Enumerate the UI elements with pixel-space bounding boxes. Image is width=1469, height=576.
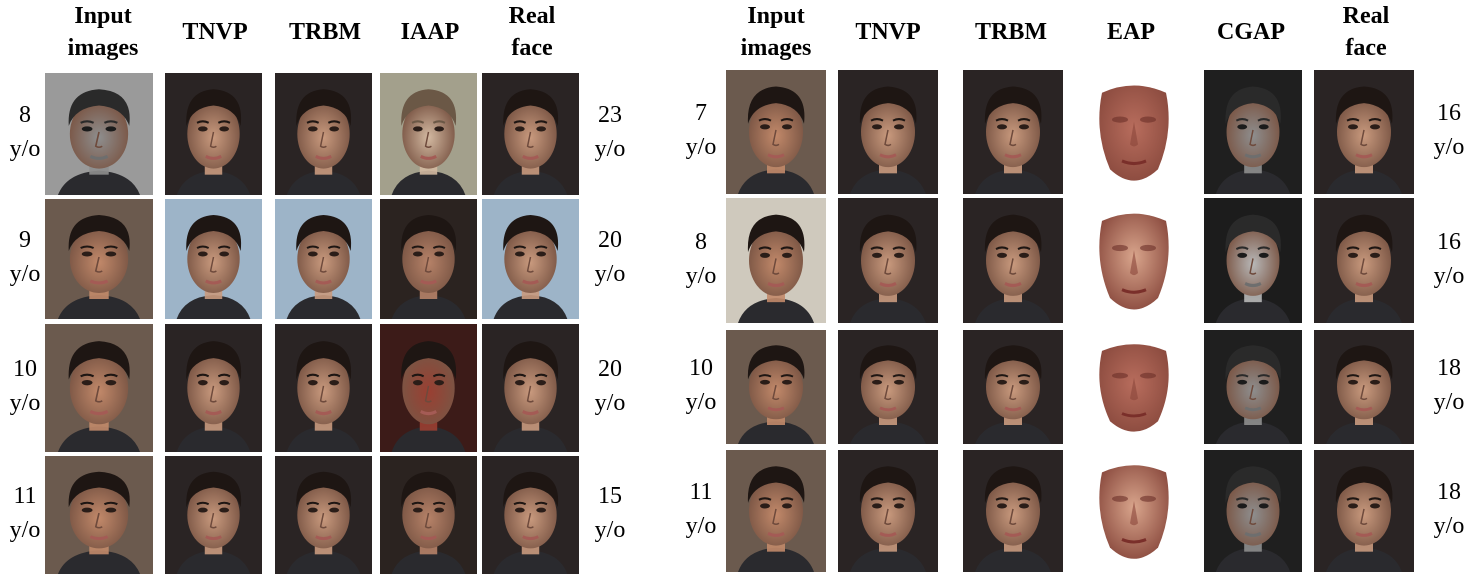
input-age-label: 9 y/o (9, 227, 41, 287)
face-image (1204, 330, 1302, 444)
input-age-label: 8 y/o (685, 228, 717, 289)
face-image (838, 198, 938, 323)
face-image (1204, 198, 1302, 323)
target-age-label: 18 y/o (1433, 479, 1465, 539)
column-header: TNVP (855, 19, 921, 45)
face-image (1084, 330, 1184, 444)
face-image (275, 73, 372, 195)
left-comparison-panel: Input images TNVP TRBM IAAP Real face 8 y/o 23… (0, 0, 640, 576)
column-header: Real face (508, 3, 556, 61)
face-image (45, 199, 153, 319)
input-age-label: 11 y/o (685, 479, 717, 539)
face-image (482, 199, 579, 319)
face-image (1314, 450, 1414, 572)
face-image (380, 324, 477, 452)
face-image (1084, 198, 1184, 323)
face-image (1314, 198, 1414, 323)
input-age-label: 7 y/o (685, 100, 717, 160)
face-image (380, 456, 477, 574)
target-age-label: 16 y/o (1433, 100, 1465, 160)
face-image (45, 73, 153, 195)
target-age-label: 16 y/o (1433, 228, 1465, 289)
face-image (963, 70, 1063, 194)
column-header: TRBM (975, 19, 1047, 45)
face-image (275, 199, 372, 319)
input-age-label: 10 y/o (9, 356, 41, 416)
column-header: CGAP (1217, 19, 1285, 45)
face-image (726, 198, 826, 323)
face-image (45, 324, 153, 452)
face-image (1084, 70, 1184, 194)
column-header: IAAP (400, 19, 460, 45)
face-image (963, 198, 1063, 323)
face-image (165, 324, 262, 452)
face-image (1084, 450, 1184, 572)
face-image (963, 450, 1063, 572)
face-image (838, 330, 938, 444)
column-header: Input images (740, 3, 812, 61)
face-image (1204, 70, 1302, 194)
target-age-label: 20 y/o (594, 356, 626, 416)
face-image (380, 73, 477, 195)
face-image (838, 450, 938, 572)
face-image (1314, 330, 1414, 444)
face-image (726, 70, 826, 194)
face-image (963, 330, 1063, 444)
face-image (1314, 70, 1414, 194)
face-image (165, 199, 262, 319)
column-header: EAP (1107, 19, 1155, 45)
column-header: TRBM (289, 19, 361, 45)
face-image (275, 456, 372, 574)
column-header: Real face (1342, 3, 1390, 61)
face-image (482, 456, 579, 574)
face-image (165, 456, 262, 574)
input-age-label: 11 y/o (9, 483, 41, 543)
face-image (726, 450, 826, 572)
face-image (275, 324, 372, 452)
face-image (482, 324, 579, 452)
column-header: Input images (67, 3, 139, 61)
face-image (165, 73, 262, 195)
right-comparison-panel: Input images TNVP TRBM EAP CGAP Real face 7 y/… (686, 0, 1469, 576)
face-image (482, 73, 579, 195)
input-age-label: 8 y/o (9, 102, 41, 162)
target-age-label: 18 y/o (1433, 355, 1465, 415)
target-age-label: 15 y/o (594, 483, 626, 543)
face-image (726, 330, 826, 444)
face-image (45, 456, 153, 574)
face-image (1204, 450, 1302, 572)
face-image (838, 70, 938, 194)
column-header: TNVP (182, 19, 248, 45)
face-image (380, 199, 477, 319)
target-age-label: 23 y/o (594, 102, 626, 162)
target-age-label: 20 y/o (594, 227, 626, 287)
input-age-label: 10 y/o (685, 355, 717, 415)
